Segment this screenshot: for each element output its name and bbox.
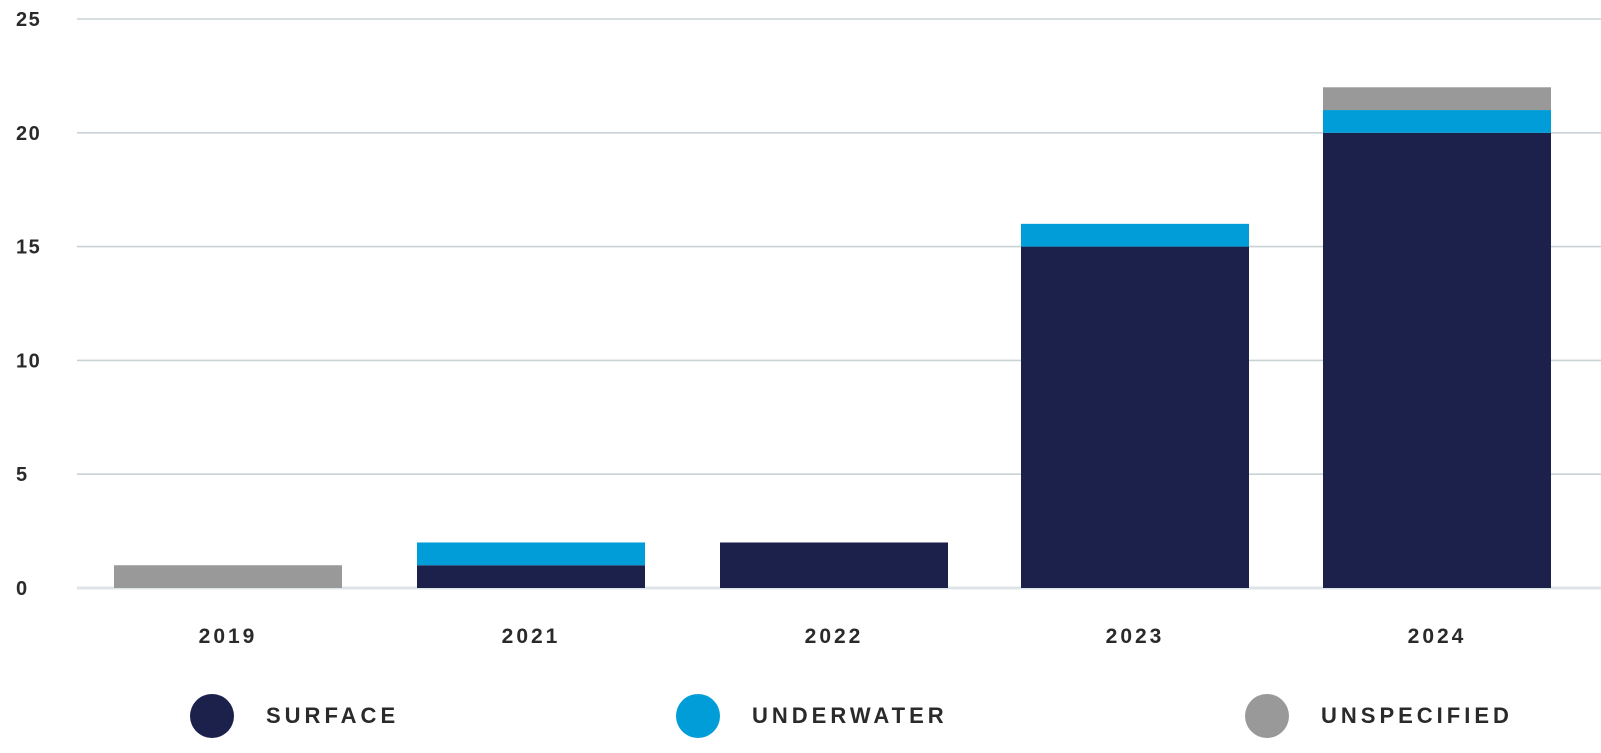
bars xyxy=(114,87,1551,589)
legend-swatch-surface xyxy=(190,694,234,738)
bar-2022-surface xyxy=(720,542,948,588)
y-axis-tick-labels: 0 5 10 15 20 25 xyxy=(16,9,41,600)
stacked-bar-chart: 0 5 10 15 20 25 2019 2021 2022 2023 2024 xyxy=(16,9,1601,648)
legend-swatch-underwater xyxy=(676,694,720,738)
y-tick-label-10: 10 xyxy=(16,350,41,372)
legend: SURFACE UNDERWATER UNSPECIFIED xyxy=(0,691,1601,741)
bar-2023-surface xyxy=(1021,246,1249,588)
legend-label-underwater: UNDERWATER xyxy=(752,703,948,728)
x-tick-label-2024: 2024 xyxy=(1408,625,1467,648)
bar-stack-2019 xyxy=(114,565,342,588)
legend-item-unspecified: UNSPECIFIED xyxy=(1245,691,1513,741)
x-tick-label-2023: 2023 xyxy=(1106,625,1165,648)
y-tick-label-5: 5 xyxy=(16,464,29,486)
bar-stack-2021 xyxy=(417,542,645,588)
bar-stack-2022 xyxy=(720,542,948,588)
legend-item-underwater: UNDERWATER xyxy=(676,691,948,741)
legend-swatch-unspecified xyxy=(1245,694,1289,738)
bar-2023-underwater xyxy=(1021,223,1249,247)
bar-2024-unspecified xyxy=(1323,87,1551,111)
legend-item-surface: SURFACE xyxy=(190,691,399,741)
bar-stack-2023 xyxy=(1021,223,1249,588)
bar-2021-surface xyxy=(417,565,645,588)
bar-stack-2024 xyxy=(1323,87,1551,589)
legend-label-unspecified: UNSPECIFIED xyxy=(1321,703,1513,728)
x-tick-label-2022: 2022 xyxy=(805,625,864,648)
x-axis-category-labels: 2019 2021 2022 2023 2024 xyxy=(199,625,1467,648)
bar-2021-underwater xyxy=(417,542,645,566)
x-tick-label-2021: 2021 xyxy=(502,625,561,648)
y-tick-label-20: 20 xyxy=(16,123,41,145)
x-tick-label-2019: 2019 xyxy=(199,625,258,648)
y-tick-label-25: 25 xyxy=(16,9,41,31)
y-tick-label-0: 0 xyxy=(16,578,29,600)
bar-2024-surface xyxy=(1323,132,1551,589)
y-tick-label-15: 15 xyxy=(16,237,41,259)
bar-2019-unspecified xyxy=(114,565,342,588)
legend-label-surface: SURFACE xyxy=(266,703,400,728)
bar-2024-underwater xyxy=(1323,110,1551,133)
